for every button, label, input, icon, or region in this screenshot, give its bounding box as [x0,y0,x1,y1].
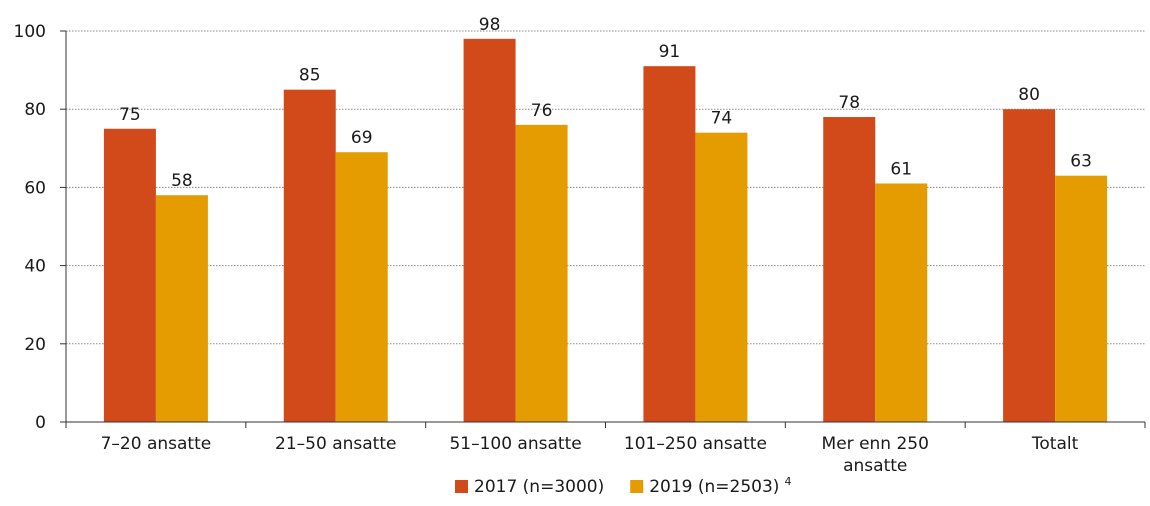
x-tick-label: ansatte [843,456,907,476]
bar [103,128,156,422]
y-tick-label: 60 [24,178,46,198]
data-label: 61 [890,159,912,179]
legend-swatch [455,480,468,493]
data-label: 75 [119,105,141,125]
y-tick-label: 100 [14,22,46,42]
y-tick-label: 0 [35,413,46,433]
y-axis-tick-labels: 0 20 40 60 80 100 [14,22,46,433]
y-tick-label: 80 [24,100,46,120]
bar [695,132,748,422]
x-tick-label: 21–50 ansatte [275,434,396,454]
x-axis-tick-labels: 7–20 ansatte 21–50 ansatte 51–100 ansatte 1… [101,434,1079,476]
bar [823,117,876,423]
legend-label: 2017 (n=3000) [474,477,604,497]
y-tick-label: 40 [24,257,46,277]
bar [643,66,696,422]
y-tick-label: 20 [24,335,46,355]
data-label: 98 [479,15,501,35]
legend: 2017 (n=3000) 2019 (n=2503) 4 [455,475,791,497]
bar [875,183,928,422]
x-tick-label: Totalt [1031,434,1079,454]
bar [1055,175,1108,422]
data-label: 76 [531,101,553,121]
x-tick-label: 101–250 ansatte [624,434,767,454]
data-label: 69 [351,128,373,148]
x-tick-label: 7–20 ansatte [101,434,212,454]
data-labels: 75 58 85 69 98 76 91 74 78 61 80 63 [119,15,1092,191]
data-label: 58 [171,171,193,191]
bar [283,89,336,423]
data-label: 80 [1018,85,1040,105]
bar [1003,109,1056,422]
legend-footnote: 4 [784,475,791,488]
bar [515,124,568,422]
axes [60,30,1146,428]
x-tick-label: Mer enn 250 [822,434,929,454]
bar [155,195,208,422]
data-label: 74 [711,109,733,129]
data-label: 63 [1070,152,1092,172]
x-tick-label: 51–100 ansatte [449,434,581,454]
data-label: 91 [659,42,681,62]
data-label: 78 [838,93,860,113]
bars [103,38,1108,423]
legend-label: 2019 (n=2503) [649,477,779,497]
gridlines [66,30,1145,345]
bar [463,38,516,422]
data-label: 85 [299,66,321,86]
bar [335,152,388,422]
legend-swatch [630,480,644,493]
